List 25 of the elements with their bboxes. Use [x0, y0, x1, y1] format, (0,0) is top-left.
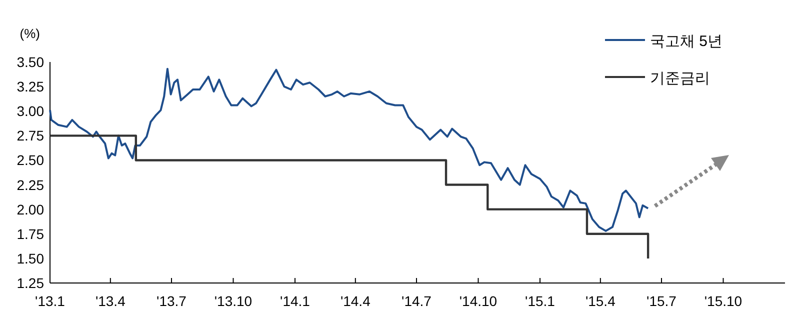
x-tick-label: '13.1 — [35, 293, 66, 309]
y-axis-title: (%) — [20, 26, 40, 41]
x-tick-label: '15.4 — [585, 293, 616, 309]
y-tick-label: 2.25 — [16, 176, 44, 193]
x-tick-label: '14.4 — [340, 293, 371, 309]
y-tick-label: 3.50 — [16, 54, 44, 70]
x-tick-label: '13.4 — [95, 293, 126, 309]
legend-label: 국고채 5년 — [650, 33, 723, 50]
x-tick-label: '13.10 — [214, 293, 252, 309]
y-tick-label: 1.25 — [16, 275, 44, 291]
y-tick-label: 3.00 — [16, 103, 44, 120]
y-tick-label: 1.75 — [16, 226, 44, 242]
x-tick-label: '14.10 — [459, 293, 498, 309]
y-tick-label: 1.50 — [16, 250, 44, 266]
x-tick-label: '13.7 — [156, 293, 187, 309]
x-tick-label: '14.1 — [280, 293, 310, 309]
y-tick-label: 2.75 — [16, 128, 44, 144]
x-tick-label: '15.7 — [646, 293, 677, 309]
x-tick-label: '15.1 — [525, 293, 556, 309]
legend-label: 기준금리 — [650, 70, 710, 87]
y-tick-label: 2.50 — [16, 152, 44, 168]
x-tick-label: '15.10 — [704, 293, 742, 309]
y-tick-label: 2.00 — [16, 201, 44, 218]
y-tick-label: 3.25 — [16, 78, 44, 95]
x-tick-label: '14.7 — [402, 293, 432, 309]
